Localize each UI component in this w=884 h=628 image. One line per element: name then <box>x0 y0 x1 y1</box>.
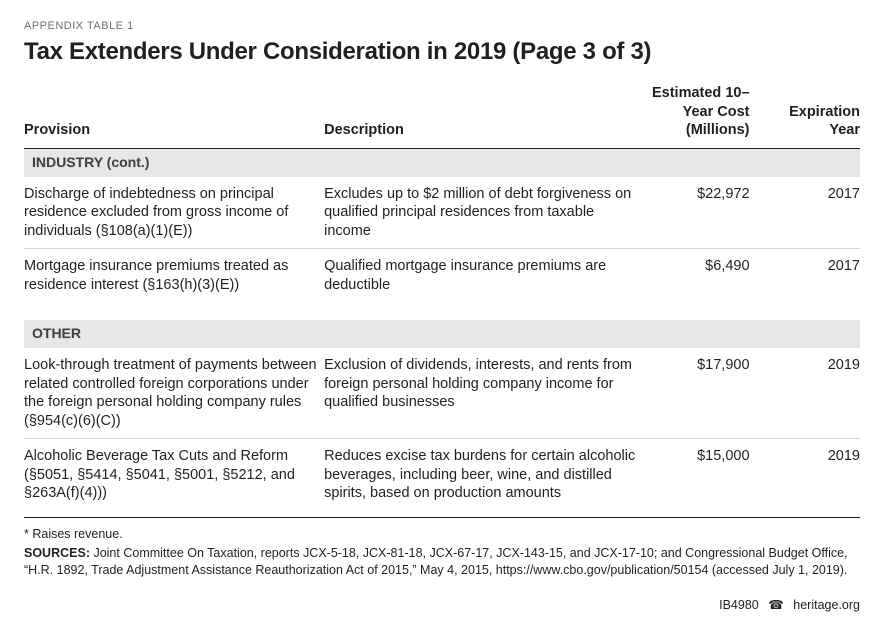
table-row: Discharge of indebtedness on principal r… <box>24 177 860 249</box>
footnote: * Raises revenue. <box>24 526 860 543</box>
sources: SOURCES: Joint Committee On Taxation, re… <box>24 545 860 579</box>
section-spacer <box>24 302 860 320</box>
table-row: Look-through treatment of payments be­tw… <box>24 348 860 439</box>
footer-icon: ☎ <box>768 598 784 612</box>
cell-description: Reduces excise tax burdens for certain a… <box>324 439 646 511</box>
section-header: OTHER <box>24 320 860 348</box>
col-header-description: Description <box>324 80 646 148</box>
extenders-table: Provision Description Estimated 10–Year … <box>24 80 860 511</box>
table-title: Tax Extenders Under Consideration in 201… <box>24 38 860 66</box>
cell-provision: Alcoholic Beverage Tax Cuts and Reform (… <box>24 439 324 511</box>
cell-cost: $17,900 <box>646 348 764 439</box>
col-header-provision: Provision <box>24 80 324 148</box>
sources-text: Joint Committee On Taxation, reports JCX… <box>24 546 848 577</box>
footer-site: heritage.org <box>793 598 860 612</box>
cell-provision: Mortgage insurance premiums treated as r… <box>24 249 324 303</box>
cell-description: Exclusion of dividends, interests, and r… <box>324 348 646 439</box>
cell-year: 2017 <box>764 177 860 249</box>
cell-year: 2019 <box>764 439 860 511</box>
cell-cost: $6,490 <box>646 249 764 303</box>
sources-label: SOURCES: <box>24 546 90 560</box>
col-header-cost: Estimated 10–Year Cost (Millions) <box>646 80 764 148</box>
footer-id: IB4980 <box>719 598 759 612</box>
table-bottom-rule <box>24 517 860 518</box>
footer: IB4980 ☎ heritage.org <box>24 597 860 612</box>
cell-provision: Look-through treatment of payments be­tw… <box>24 348 324 439</box>
cell-description: Qualified mortgage insurance premiums ar… <box>324 249 646 303</box>
table-row: Mortgage insurance premiums treated as r… <box>24 249 860 303</box>
cell-description: Excludes up to $2 million of debt forgiv… <box>324 177 646 249</box>
cell-provision: Discharge of indebtedness on principal r… <box>24 177 324 249</box>
cell-year: 2017 <box>764 249 860 303</box>
cell-year: 2019 <box>764 348 860 439</box>
table-kicker: APPENDIX TABLE 1 <box>24 20 860 32</box>
section-label: INDUSTRY (cont.) <box>24 148 860 176</box>
cell-cost: $22,972 <box>646 177 764 249</box>
section-header: INDUSTRY (cont.) <box>24 148 860 176</box>
cell-cost: $15,000 <box>646 439 764 511</box>
section-label: OTHER <box>24 320 860 348</box>
col-header-year: Expiration Year <box>764 80 860 148</box>
table-row: Alcoholic Beverage Tax Cuts and Reform (… <box>24 439 860 511</box>
